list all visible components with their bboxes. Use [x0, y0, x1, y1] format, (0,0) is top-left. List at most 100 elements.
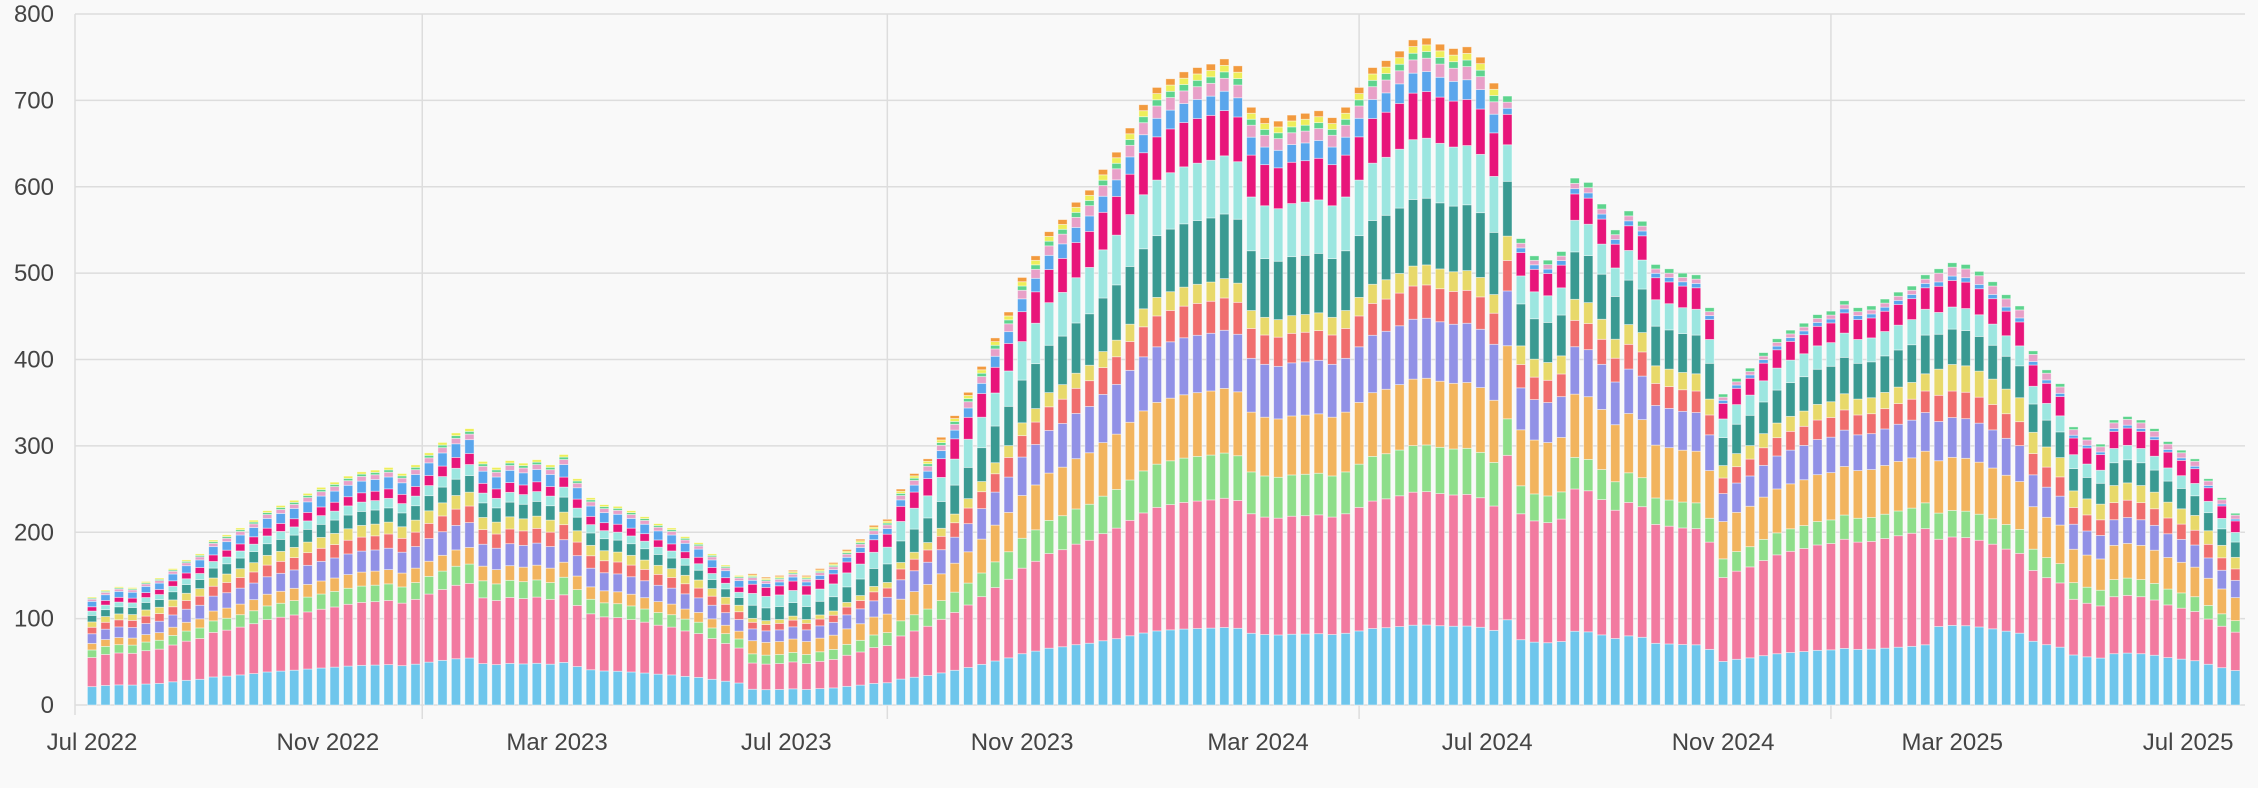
bar-segment: [599, 572, 610, 592]
bar-segment: [1852, 307, 1863, 313]
bar-segment: [1664, 272, 1675, 278]
bar-segment: [1488, 343, 1499, 401]
bar-segment: [1785, 528, 1796, 552]
bar-segment: [1044, 269, 1055, 304]
bar-segment: [1542, 295, 1553, 323]
bar-segment: [801, 585, 812, 596]
bar-segment: [558, 496, 569, 513]
bar-segment: [963, 395, 974, 399]
bar-segment: [113, 586, 124, 589]
bar-stack: [1583, 182, 1594, 706]
bar-segment: [1165, 84, 1176, 92]
bar-segment: [639, 548, 650, 561]
bar-segment: [1650, 365, 1661, 384]
bar-segment: [1300, 142, 1311, 162]
bar-segment: [2203, 605, 2214, 620]
bar-segment: [707, 556, 718, 561]
bar-segment: [922, 549, 933, 563]
bar-segment: [1933, 626, 1944, 706]
bar-stack: [1003, 311, 1014, 706]
x-tick-label: Nov 2024: [1672, 729, 1775, 756]
bar-segment: [1219, 627, 1230, 706]
bar-stack: [585, 497, 596, 706]
bar-segment: [801, 594, 812, 607]
bar-segment: [1664, 281, 1675, 305]
bar-segment: [1772, 554, 1783, 655]
bar-segment: [2162, 557, 2173, 590]
bar-segment: [316, 593, 327, 610]
bar-segment: [1583, 192, 1594, 199]
bar-stack: [1381, 60, 1392, 706]
bar-segment: [2189, 596, 2200, 612]
bar-segment: [531, 662, 542, 706]
bar-stack: [87, 596, 98, 706]
bar-segment: [100, 654, 111, 686]
bar-segment: [693, 556, 704, 565]
bar-segment: [2189, 515, 2200, 531]
bar-segment: [1704, 541, 1715, 650]
bar-segment: [1327, 634, 1338, 706]
bar-segment: [1839, 466, 1850, 516]
bar-segment: [1987, 628, 1998, 706]
bar-segment: [2001, 437, 2012, 476]
bar-segment: [1448, 67, 1459, 82]
bar-segment: [747, 617, 758, 623]
bar-segment: [774, 581, 785, 587]
bar-segment: [585, 505, 596, 517]
bar-segment: [1192, 162, 1203, 221]
bar-segment: [1461, 322, 1472, 383]
bar-segment: [976, 491, 987, 510]
bar-segment: [639, 523, 650, 535]
bar-segment: [1650, 268, 1661, 274]
bar-segment: [855, 595, 866, 601]
bar-segment: [558, 476, 569, 488]
bar-segment: [2108, 502, 2119, 521]
bar-segment: [1178, 286, 1189, 307]
bar-segment: [167, 570, 178, 575]
bar-segment: [585, 532, 596, 546]
bar-segment: [1852, 311, 1863, 317]
bar-segment: [990, 660, 1001, 706]
bar-segment: [423, 523, 434, 539]
bar-segment: [262, 619, 273, 673]
bar-segment: [2108, 430, 2119, 449]
bar-segment: [1205, 114, 1216, 161]
bar-segment: [1718, 493, 1729, 522]
bar-segment: [1017, 311, 1028, 342]
bar-segment: [87, 621, 98, 628]
bar-segment: [2122, 418, 2133, 426]
bar-segment: [1327, 164, 1338, 207]
bar-segment: [558, 454, 569, 458]
bar-segment: [734, 575, 745, 578]
bar-segment: [936, 600, 947, 620]
bar-segment: [612, 617, 623, 672]
bar-segment: [761, 624, 772, 632]
bar-segment: [1933, 272, 1944, 283]
bar-segment: [1327, 146, 1338, 166]
bar-segment: [343, 496, 354, 507]
bar-segment: [585, 598, 596, 615]
bar-segment: [1327, 334, 1338, 365]
bar-segment: [329, 519, 340, 534]
bar-segment: [1017, 277, 1028, 283]
bar-stack: [1825, 310, 1836, 706]
bar-segment: [2176, 452, 2187, 459]
bar-segment: [1583, 323, 1594, 351]
bar-segment: [1381, 66, 1392, 74]
bar-segment: [1178, 457, 1189, 503]
bar-segment: [949, 484, 960, 515]
bar-segment: [2082, 530, 2093, 556]
bar-segment: [1219, 58, 1230, 66]
bar-segment: [2108, 419, 2119, 424]
bar-segment: [1704, 315, 1715, 320]
bar-segment: [1637, 288, 1648, 333]
bar-segment: [194, 579, 205, 590]
bar-segment: [1340, 357, 1351, 413]
bar-segment: [2149, 582, 2160, 601]
bar-segment: [1111, 489, 1122, 529]
bar-segment: [1044, 430, 1055, 474]
bar-stack: [761, 576, 772, 706]
bar-segment: [370, 523, 381, 537]
bar-segment: [1677, 527, 1688, 645]
bar-segment: [1219, 452, 1230, 499]
